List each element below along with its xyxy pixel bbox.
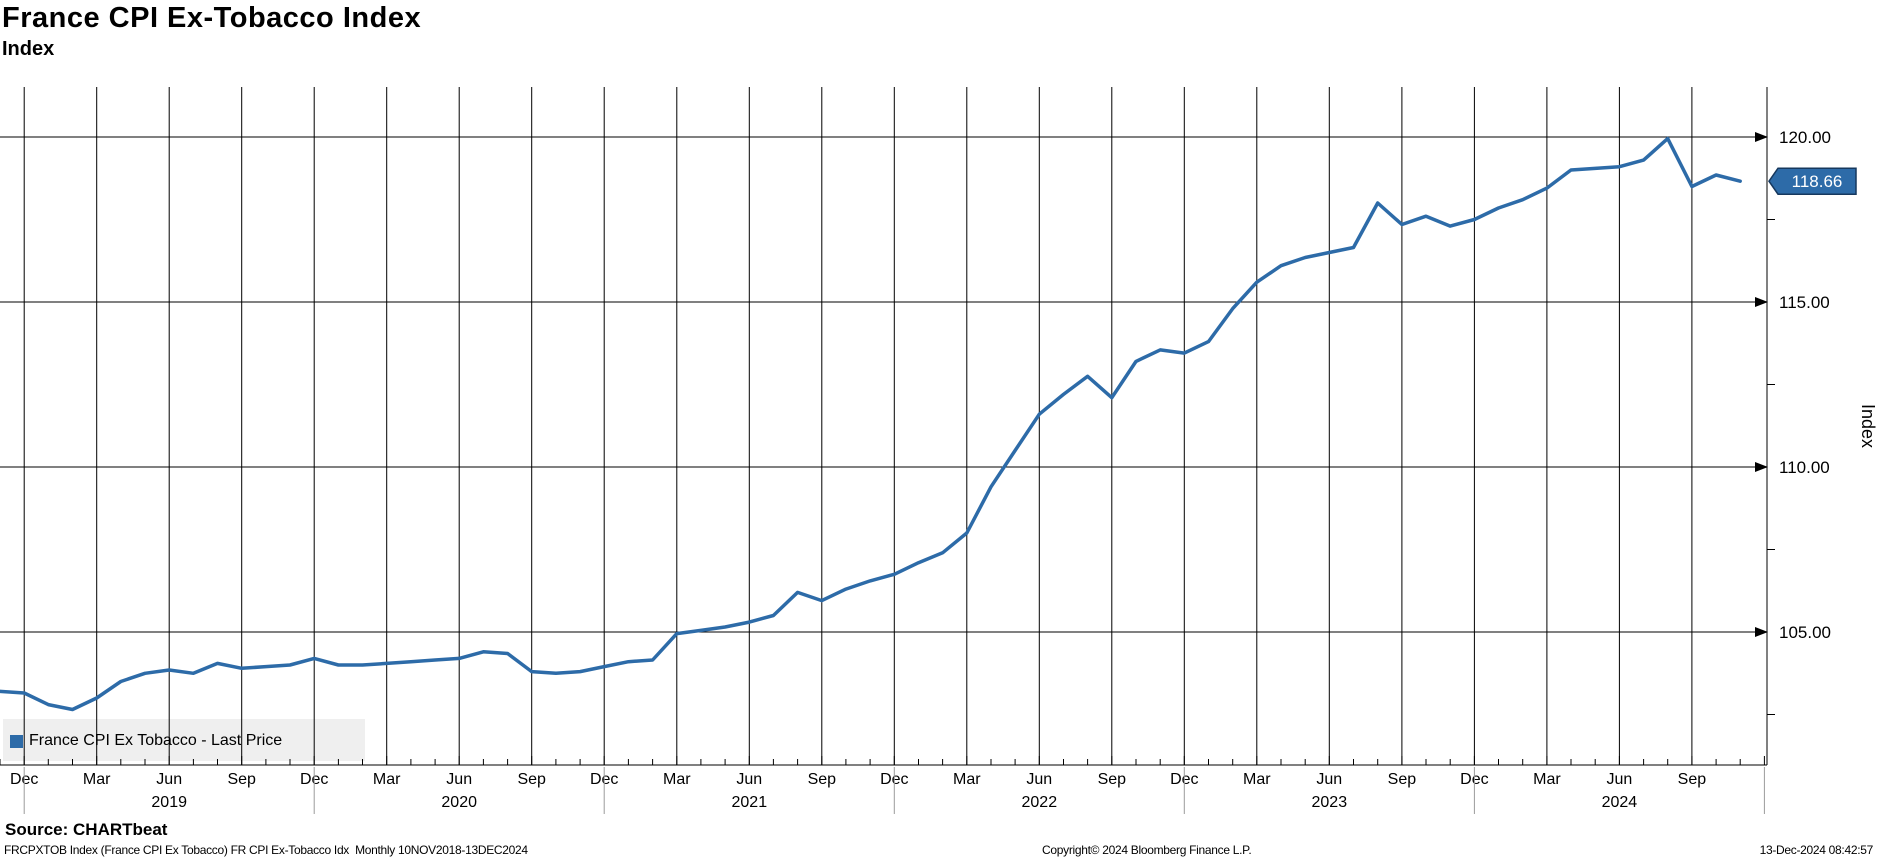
- vertical-gridlines: [23, 87, 1693, 765]
- x-tick-label: Sep: [1098, 771, 1127, 788]
- axis-arrow-icon: [1755, 297, 1768, 307]
- year-label: 2020: [441, 794, 477, 811]
- year-label: 2022: [1022, 794, 1058, 811]
- x-tick-label: Mar: [663, 771, 691, 788]
- x-tick-label: Jun: [446, 771, 472, 788]
- axis-arrow-icon: [1755, 132, 1768, 142]
- x-tick-label: Mar: [953, 771, 981, 788]
- y-tick-label: 120.00: [1779, 128, 1831, 147]
- x-tick-label: Mar: [1243, 771, 1271, 788]
- x-tick-label: Sep: [1678, 771, 1707, 788]
- x-tick-label: Mar: [83, 771, 111, 788]
- series-marker-icon: [10, 734, 23, 748]
- y-axis-title: Index: [1858, 404, 1877, 448]
- y-tick-label: 115.00: [1779, 293, 1830, 312]
- x-tick-label: Jun: [1316, 771, 1342, 788]
- chart-subtitle: Index: [2, 38, 55, 60]
- footer-timestamp: 13-Dec-2024 08:42:57: [1759, 843, 1874, 857]
- last-price-value: 118.66: [1792, 172, 1843, 191]
- year-label: 2019: [151, 794, 187, 811]
- axis-arrow-icon: [1755, 627, 1768, 637]
- x-tick-label: Jun: [1026, 771, 1052, 788]
- legend-box: [3, 719, 365, 761]
- x-tick-label: Mar: [373, 771, 401, 788]
- axis-arrow-icon: [1755, 462, 1768, 472]
- footer-ticker-info: FRCPXTOB Index (France CPI Ex Tobacco) F…: [4, 843, 528, 857]
- source-line: Source: CHARTbeat: [5, 820, 168, 839]
- x-tick-label: Sep: [227, 771, 256, 788]
- legend-label: France CPI Ex Tobacco - Last Price: [29, 732, 283, 749]
- horizontal-gridlines: 105.00 110.00 115.00 120.00: [0, 128, 1831, 642]
- x-tick-label: Sep: [808, 771, 837, 788]
- x-tick-label: Jun: [736, 771, 762, 788]
- x-axis-ticks: [0, 756, 1765, 765]
- x-tick-label: Jun: [1607, 771, 1633, 788]
- footer-copyright: Copyright© 2024 Bloomberg Finance L.P.: [1042, 843, 1252, 857]
- page-title: France CPI Ex-Tobacco Index: [2, 2, 422, 34]
- legend-item[interactable]: France CPI Ex Tobacco - Last Price: [10, 726, 282, 756]
- year-label: 2023: [1312, 794, 1348, 811]
- x-tick-label: Sep: [1388, 771, 1417, 788]
- cpi-line-series: [0, 136, 1742, 712]
- year-label: 2021: [732, 794, 768, 811]
- x-tick-label: Mar: [1533, 771, 1561, 788]
- x-tick-label: Jun: [156, 771, 182, 788]
- x-tick-label: Sep: [517, 771, 546, 788]
- last-price-tag: [1768, 167, 1857, 195]
- y-tick-label: 105.00: [1779, 623, 1831, 642]
- year-label: 2024: [1602, 794, 1638, 811]
- y-tick-label: 110.00: [1779, 458, 1830, 477]
